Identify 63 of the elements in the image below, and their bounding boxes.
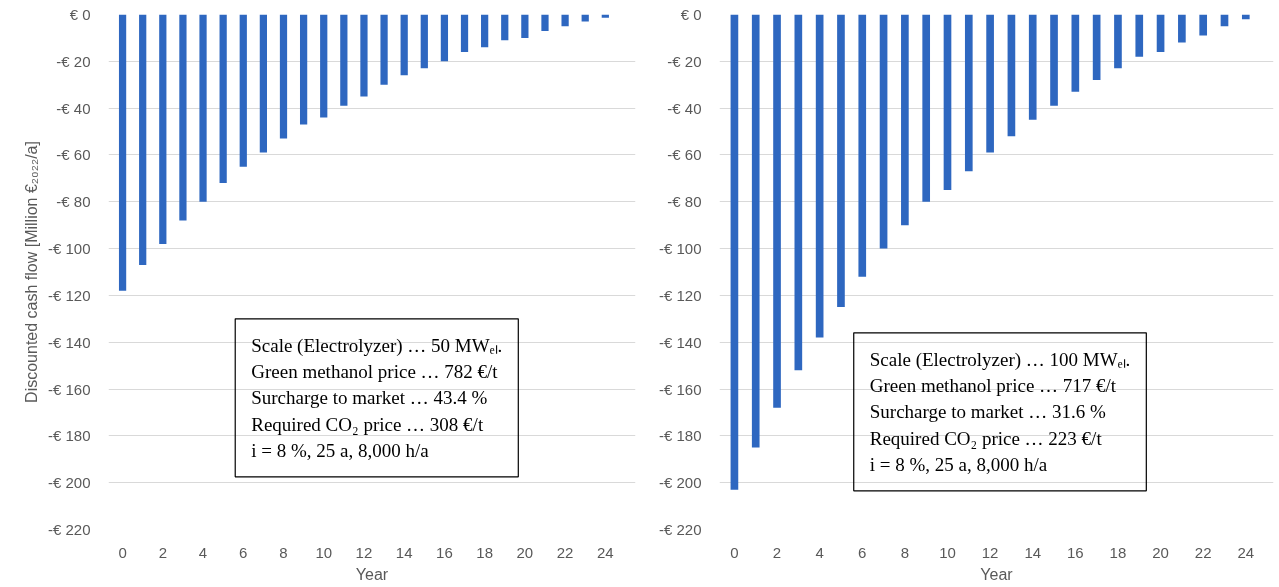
y-tick-label: -€ 200 (658, 474, 702, 492)
x-tick-label: 18 (476, 543, 493, 561)
y-tick-label: -€ 20 (56, 52, 91, 70)
y-tick-label: -€ 120 (47, 286, 91, 304)
annotation: i = 8 %, 25 a, 8,000 h/a (869, 453, 1048, 475)
annotation: Required CO₂ price … 308 €/t (251, 413, 484, 435)
y-tick-label: € 0 (680, 6, 702, 23)
annotation: Green methanol price … 782 €/t (251, 361, 499, 383)
y-tick-label: -€ 100 (47, 240, 91, 258)
x-tick-label: 6 (858, 543, 867, 561)
x-tick-label: 14 (395, 543, 413, 561)
x-tick-label: 2 (772, 543, 782, 561)
annotation: Scale (Electrolyzer) … 100 MWₑₗ. (869, 348, 1131, 371)
x-tick-label: 10 (315, 543, 333, 561)
x-axis-title: Year (355, 565, 389, 583)
y-tick-label: -€ 180 (47, 427, 91, 445)
x-tick-label: 16 (436, 543, 453, 561)
y-tick-label: -€ 180 (658, 427, 702, 445)
x-tick-label: 12 (355, 543, 373, 561)
annotation: Required CO₂ price … 223 €/t (869, 427, 1103, 449)
x-tick-label: 0 (118, 543, 127, 561)
y-tick-label: -€ 60 (56, 146, 91, 164)
y-tick-label: -€ 120 (658, 286, 702, 304)
y-tick-label: -€ 80 (56, 193, 91, 211)
y-tick-label: -€ 20 (667, 52, 702, 70)
y-tick-label: € 0 (69, 6, 91, 23)
x-axis-title: Year (980, 565, 1014, 583)
y-tick-label: -€ 220 (47, 521, 91, 538)
x-tick-label: 4 (815, 543, 824, 561)
annotation: Green methanol price … 717 €/t (869, 375, 1117, 397)
y-tick-label: -€ 140 (47, 333, 91, 351)
x-tick-label: 6 (239, 543, 248, 561)
x-tick-label: 22 (556, 543, 574, 561)
y-tick-label: -€ 40 (667, 99, 702, 117)
x-tick-label: 14 (1024, 543, 1042, 561)
x-tick-label: 24 (596, 543, 614, 561)
x-tick-label: 10 (939, 543, 956, 561)
x-tick-label: 0 (730, 543, 739, 561)
annotation: Surcharge to market … 31.6 % (869, 401, 1106, 423)
x-tick-label: 8 (279, 543, 288, 561)
y-tick-label: -€ 200 (47, 474, 91, 492)
y-tick-label: -€ 40 (56, 99, 91, 117)
x-tick-label: 20 (1152, 543, 1169, 561)
y-tick-label: -€ 100 (658, 240, 702, 258)
x-tick-label: 2 (158, 543, 167, 561)
x-tick-label: 12 (981, 543, 999, 561)
x-tick-label: 24 (1237, 543, 1255, 561)
y-tick-label: -€ 60 (667, 146, 702, 164)
annotation: i = 8 %, 25 a, 8,000 h/a (251, 439, 430, 461)
x-tick-label: 20 (516, 543, 534, 561)
y-tick-label: -€ 160 (47, 380, 91, 398)
x-tick-label: 4 (198, 543, 208, 561)
y-axis-title: Discounted cash flow [Million €₂₀₂₂/a] (22, 141, 40, 403)
x-tick-label: 18 (1109, 543, 1127, 561)
annotation: Surcharge to market … 43.4 % (251, 387, 488, 409)
x-tick-label: 8 (900, 543, 910, 561)
annotation: Scale (Electrolyzer) … 50 MWₑₗ. (251, 334, 503, 357)
y-tick-label: -€ 80 (667, 193, 702, 211)
y-tick-label: -€ 160 (658, 380, 702, 398)
y-tick-label: -€ 220 (658, 521, 702, 538)
x-tick-label: 16 (1067, 543, 1084, 561)
x-tick-label: 22 (1194, 543, 1212, 561)
y-tick-label: -€ 140 (658, 333, 702, 351)
